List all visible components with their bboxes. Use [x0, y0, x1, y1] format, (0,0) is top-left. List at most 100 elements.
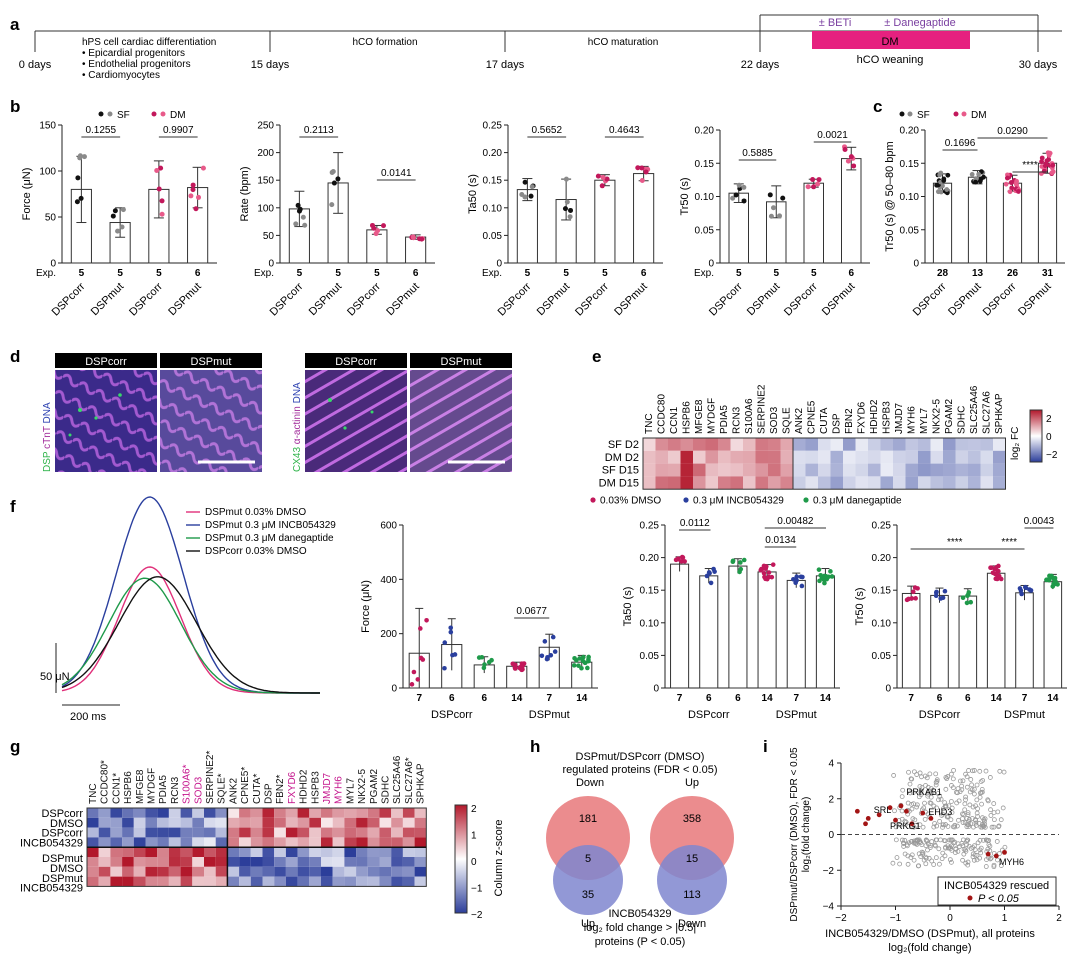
data-point: [371, 225, 377, 231]
exp-label: Exp.: [482, 268, 502, 279]
heatmap-gene-label: SLC27A6: [982, 391, 993, 434]
data-point: [190, 182, 196, 188]
y-tick-label: 0.20: [872, 553, 892, 564]
heatmap-cell: [98, 837, 111, 848]
heatmap-cell: [868, 438, 881, 451]
heatmap-cell: [843, 450, 856, 464]
heatmap-cell: [980, 476, 993, 490]
data-point: [976, 171, 982, 177]
heatmap-cell: [145, 827, 158, 838]
heatmap-cell: [955, 450, 968, 464]
scatter-point: [988, 855, 994, 861]
scatter-point: [971, 857, 977, 863]
legend-label: DSPcorr 0.03% DMSO: [205, 546, 307, 557]
heatmap-cell: [843, 463, 856, 477]
colorbar: [1029, 409, 1043, 463]
signal-spot: [94, 416, 98, 420]
scatter-point: [967, 802, 973, 808]
data-point: [476, 655, 482, 660]
scatter-point: [949, 783, 954, 788]
heatmap-cell: [227, 827, 240, 838]
data-point: [572, 655, 577, 661]
heatmap-cell: [157, 876, 169, 887]
heatmap-gene-label: HDHD2: [869, 399, 880, 434]
y-tick-label: 0.05: [872, 651, 892, 662]
scatter-point: [955, 786, 961, 792]
venn-panel: DSPmut/DSPcorr (DMSO) regulated proteins…: [546, 751, 734, 948]
heatmap-gene-label: MYH6: [334, 776, 345, 804]
heatmap-cell: [705, 463, 718, 477]
scatter-point: [988, 813, 994, 818]
data-point: [675, 556, 681, 561]
heatmap-cell: [110, 808, 123, 818]
heatmap-cell: [262, 866, 275, 877]
scatter-point: [905, 861, 911, 867]
heatmap-frame: [642, 437, 1006, 490]
scatter-point: [928, 800, 934, 806]
data-point: [817, 578, 822, 584]
heatmap-cell: [880, 450, 893, 464]
maturation-phase: hCO maturation: [588, 37, 659, 48]
scatter-point: [907, 781, 913, 787]
heatmap-cell: [133, 837, 146, 848]
heatmap-cell: [122, 808, 134, 818]
data-point: [420, 657, 426, 662]
bar: [815, 575, 835, 689]
x-tick-label: DSPmut: [946, 281, 983, 318]
heatmap-cell: [344, 876, 357, 887]
p-value: ****: [947, 537, 963, 548]
panel-label-f: f: [10, 497, 16, 516]
heatmap-cell: [297, 817, 310, 828]
n-label: 7: [1022, 693, 1028, 704]
data-point: [520, 667, 525, 672]
scatter-point: [919, 849, 925, 855]
data-point: [780, 195, 786, 201]
heatmap-gene-label: DSP: [832, 413, 843, 434]
heatmap-cell: [905, 476, 918, 490]
scatter-point: [991, 862, 997, 868]
scatter-point: [923, 837, 929, 843]
heatmap-cell: [262, 827, 275, 838]
y-tick-label: 0.10: [640, 618, 660, 629]
scatter-point: [972, 847, 978, 852]
data-point: [643, 169, 649, 175]
x-group-label: DSPmut: [1004, 709, 1045, 721]
y-tick-label: 600: [380, 521, 397, 532]
heatmap-cell: [87, 837, 99, 848]
scatter-point: [975, 806, 980, 812]
p-value: 0.0112: [680, 518, 710, 529]
heatmap-cell: [250, 847, 263, 857]
heatmap-cell: [192, 866, 204, 877]
scatter-point: [911, 857, 917, 863]
n-label: 7: [416, 693, 422, 704]
scatter-point: [977, 768, 983, 774]
signal-spot: [118, 393, 122, 397]
heatmap-cell: [943, 438, 956, 451]
data-point: [940, 595, 946, 601]
y-tick-label: 0.15: [872, 586, 892, 597]
data-point: [738, 560, 743, 565]
heatmap-cell: [793, 476, 806, 490]
heatmap-gene-label: SPHKAP: [994, 393, 1005, 434]
scatter-point: [929, 839, 935, 844]
scatter-point: [957, 778, 963, 784]
x-tick-label: DSPmut: [612, 281, 649, 318]
scatter-point: [970, 804, 976, 810]
heatmap-cell: [157, 808, 169, 818]
y-axis-label: Force (μN): [21, 168, 33, 221]
p-value: 0.0021: [817, 130, 848, 141]
heatmap-gene-label: MFGE8: [694, 399, 705, 434]
heatmap-cell: [402, 876, 415, 887]
scatter-point: [914, 837, 919, 843]
scatter-point: [972, 852, 978, 858]
heatmap-cell: [110, 837, 123, 848]
data-point: [992, 571, 998, 577]
heatmap-cell: [379, 827, 392, 838]
heatmap-cell: [133, 876, 146, 887]
scatter-point: [974, 852, 980, 858]
scatter-point: [932, 821, 938, 826]
data-point: [552, 649, 558, 654]
legend-box: [937, 876, 1057, 906]
scatter-point: [945, 813, 951, 819]
